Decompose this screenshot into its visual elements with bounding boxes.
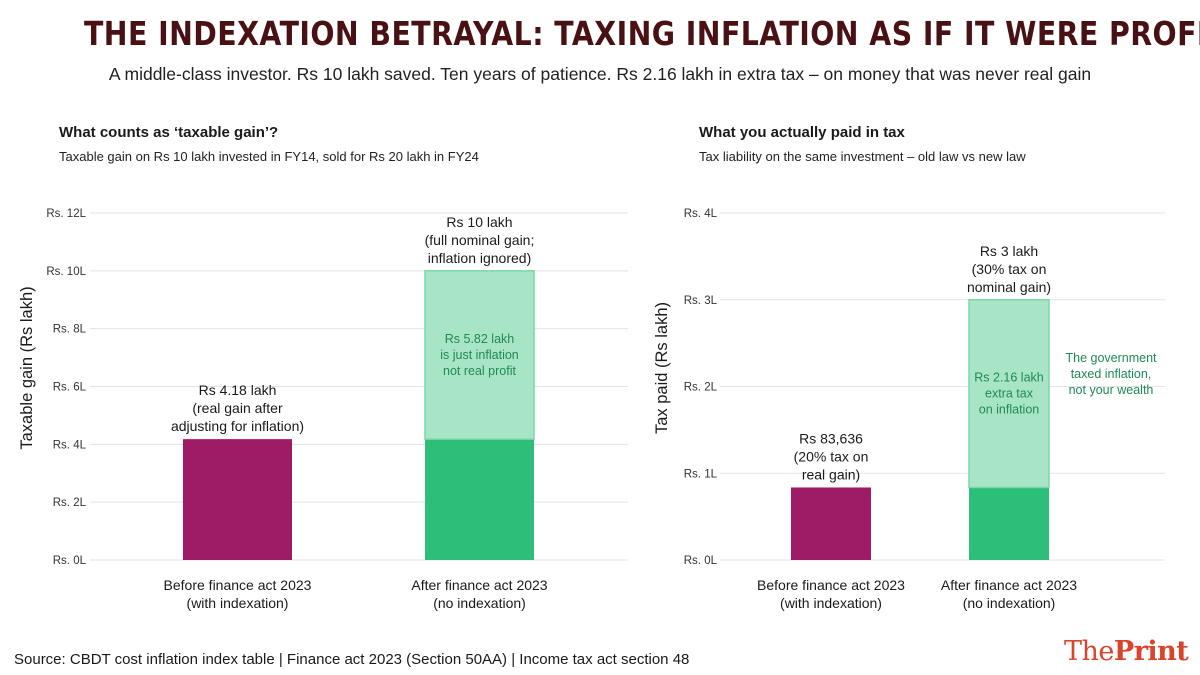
y-tick-label: Rs. 2L (53, 497, 87, 509)
y-tick-label: Rs. 12L (46, 208, 86, 220)
left-chart-subtitle: Taxable gain on Rs 10 lakh invested in F… (59, 149, 479, 164)
bar-value-label: Rs 83,636 (799, 430, 863, 446)
y-tick-label: Rs. 0L (684, 555, 718, 567)
bar-value-label: Rs 10 lakh (446, 214, 512, 230)
inner-annotation: extra tax (985, 387, 1034, 401)
bar-value-label: adjusting for inflation) (171, 418, 304, 434)
main-subtitle: A middle-class investor. Rs 10 lakh save… (108, 64, 1092, 84)
bar-value-label: inflation ignored) (428, 250, 532, 266)
bar-value-label: real gain) (802, 466, 860, 482)
bar-base (425, 439, 534, 560)
inner-annotation: Rs 5.82 lakh (445, 332, 515, 346)
bar-value-label: (30% tax on (972, 261, 1047, 277)
logo-the: The (1064, 636, 1114, 667)
y-tick-label: Rs. 10L (46, 266, 86, 278)
right-chart-subtitle: Tax liability on the same investment – o… (699, 149, 1026, 164)
right-chart-title: What you actually paid in tax (699, 124, 905, 141)
y-tick-label: Rs. 3L (684, 295, 718, 307)
x-category-label: (with indexation) (187, 595, 289, 611)
left-chart-title: What counts as ‘taxable gain’? (59, 124, 279, 141)
inner-annotation: not real profit (443, 364, 516, 378)
bar-base (791, 487, 871, 560)
y-axis-label: Tax paid (Rs lakh) (653, 302, 671, 434)
x-category-label: After finance act 2023 (411, 577, 547, 593)
bar-inflation-portion (424, 270, 535, 440)
inner-annotation: on inflation (979, 403, 1040, 417)
bar-inflation-portion (968, 299, 1050, 489)
main-title: THE INDEXATION BETRAYAL: TAXING INFLATIO… (84, 14, 1200, 53)
bar-value-label: Rs 3 lakh (980, 243, 1038, 259)
y-axis-label: Taxable gain (Rs lakh) (18, 286, 36, 449)
inner-annotation: Rs 2.16 lakh (974, 371, 1044, 385)
taxable-gain-chart: Rs. 0L Rs. 2L Rs. 4L Rs. 6L Rs. 8L Rs. 10L Rs.… (18, 208, 628, 611)
x-category-label: (no indexation) (963, 595, 1056, 611)
logo-print: Print (1113, 636, 1189, 667)
theprint-logo: ThePrint (1064, 636, 1189, 667)
side-annotation: The government (1065, 351, 1157, 365)
x-category-label: Before finance act 2023 (164, 577, 312, 593)
bar-value-label: (20% tax on (794, 448, 869, 464)
bar-base (183, 439, 292, 560)
bar-value-label: (real gain after (192, 400, 283, 416)
bar-value-label: nominal gain) (967, 279, 1051, 295)
x-category-label: (no indexation) (433, 595, 526, 611)
side-annotation: not your wealth (1069, 383, 1154, 397)
x-category-label: (with indexation) (780, 595, 882, 611)
x-category-label: Before finance act 2023 (757, 577, 905, 593)
y-tick-label: Rs. 1L (684, 468, 718, 480)
y-tick-label: Rs. 2L (684, 382, 718, 394)
y-tick-label: Rs. 4L (684, 208, 718, 220)
inner-annotation: is just inflation (440, 348, 519, 362)
side-annotation: taxed inflation, (1071, 367, 1152, 381)
bar-base (969, 487, 1049, 560)
x-category-label: After finance act 2023 (941, 577, 1077, 593)
y-tick-label: Rs. 6L (53, 382, 87, 394)
source-note: Source: CBDT cost inflation index table … (14, 651, 690, 668)
bar-value-label: Rs 4.18 lakh (199, 382, 277, 398)
bar-value-label: (full nominal gain; (425, 232, 535, 248)
y-tick-label: Rs. 4L (53, 439, 87, 451)
tax-paid-chart: Rs. 0L Rs. 1L Rs. 2L Rs. 3L Rs. 4L Tax paid (… (653, 208, 1165, 611)
y-tick-label: Rs. 0L (53, 555, 87, 567)
y-tick-label: Rs. 8L (53, 324, 87, 336)
